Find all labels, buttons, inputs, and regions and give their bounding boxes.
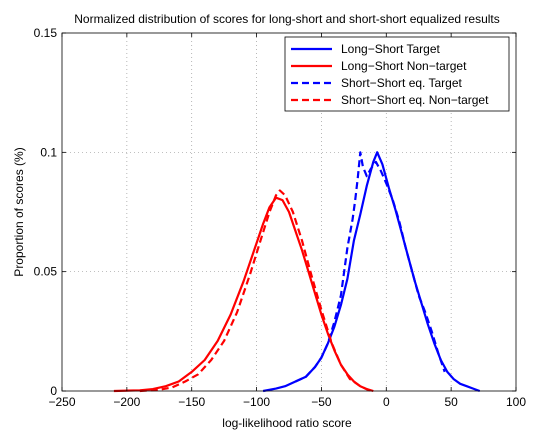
- x-tick-label: −250: [48, 395, 75, 409]
- x-tick-label: −50: [311, 395, 332, 409]
- legend: Long−Short Target Long−Short Non−target Sh…: [284, 36, 510, 112]
- legend-label-2: Long−Short Non−target: [341, 59, 467, 73]
- tick-marks: [61, 32, 517, 392]
- y-tick-labels: 0 0.05 0.1 0.15: [34, 26, 58, 398]
- x-tick-labels: −250 −200 −150 −100 −50 0 50 100: [48, 395, 526, 409]
- x-tick-label: 0: [383, 395, 390, 409]
- x-axis-label: log-likelihood ratio score: [222, 416, 352, 430]
- axes-frame: [61, 32, 517, 392]
- y-tick-label: 0: [50, 384, 57, 398]
- series-line-4: [139, 189, 372, 393]
- chart-title: Normalized distribution of scores for lo…: [74, 12, 500, 26]
- x-tick-label: 50: [444, 395, 458, 409]
- y-tick-label: 0.05: [34, 265, 58, 279]
- series-layer: [113, 151, 481, 393]
- y-tick-label: 0.15: [34, 26, 58, 40]
- legend-label-3: Short−Short eq. Target: [341, 76, 463, 90]
- x-tick-label: −100: [243, 395, 270, 409]
- legend-label-4: Short−Short eq. Non−target: [341, 93, 489, 107]
- y-tick-label: 0.1: [40, 145, 57, 159]
- x-tick-label: −200: [113, 395, 140, 409]
- legend-label-1: Long−Short Target: [341, 42, 441, 56]
- y-axis-label: Proportion of scores (%): [12, 147, 26, 276]
- x-tick-label: −150: [178, 395, 205, 409]
- x-tick-label: 100: [506, 395, 526, 409]
